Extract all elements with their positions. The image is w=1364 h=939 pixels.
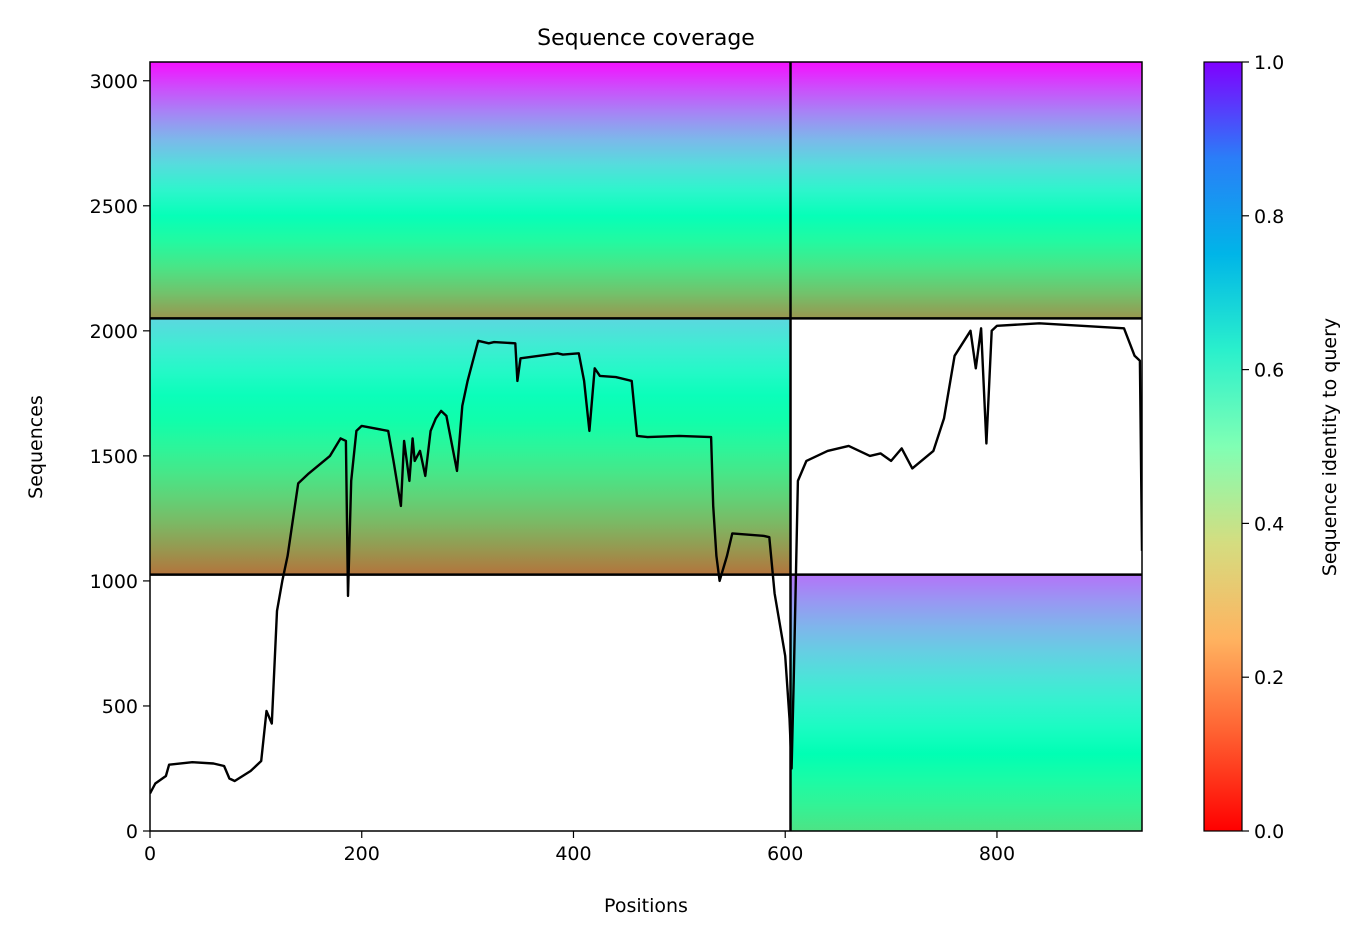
colorbar-tick-label: 0.0	[1254, 821, 1284, 843]
msa-block	[790, 62, 1142, 319]
y-tick-label: 2500	[90, 196, 138, 218]
colorbar-tick-label: 0.2	[1254, 667, 1284, 689]
coverage-line-layer	[150, 322, 1142, 795]
plot-frame	[149, 61, 1143, 832]
colorbar-label: Sequence identity to query	[1319, 318, 1341, 576]
chart-title: Sequence coverage	[537, 26, 755, 51]
y-tick-label: 1000	[90, 571, 138, 593]
colorbar-ticks: 0.0 0.2 0.4 0.6 0.8 1.0	[1242, 52, 1284, 843]
domain-dividers	[150, 62, 1142, 831]
coverage-line	[150, 322, 1142, 795]
msa-block	[790, 574, 1142, 831]
msa-block	[150, 318, 791, 575]
colorbar-tick-label: 0.8	[1254, 206, 1284, 228]
y-tick-label: 500	[102, 696, 138, 718]
colorbar-tick-label: 1.0	[1254, 52, 1284, 74]
y-axis-ticks: 0 500 1000 1500 2000 2500 3000	[90, 71, 150, 843]
y-tick-label: 0	[126, 821, 138, 843]
colorbar-tick-label: 0.6	[1254, 360, 1284, 382]
y-tick-label: 2000	[90, 321, 138, 343]
x-tick-label: 400	[555, 843, 591, 865]
x-axis-label: Positions	[604, 895, 688, 917]
x-tick-label: 600	[767, 843, 803, 865]
x-axis-ticks: 0 200 400 600 800	[144, 831, 1015, 865]
colorbar	[1203, 61, 1243, 832]
x-tick-label: 800	[979, 843, 1015, 865]
y-tick-label: 3000	[90, 71, 138, 93]
msa-block	[150, 62, 791, 319]
y-tick-label: 1500	[90, 446, 138, 468]
x-tick-label: 200	[344, 843, 380, 865]
x-tick-label: 0	[144, 843, 156, 865]
msa-coverage-heatmap	[150, 62, 1142, 831]
y-axis-label: Sequences	[25, 395, 47, 499]
colorbar-tick-label: 0.4	[1254, 513, 1284, 535]
